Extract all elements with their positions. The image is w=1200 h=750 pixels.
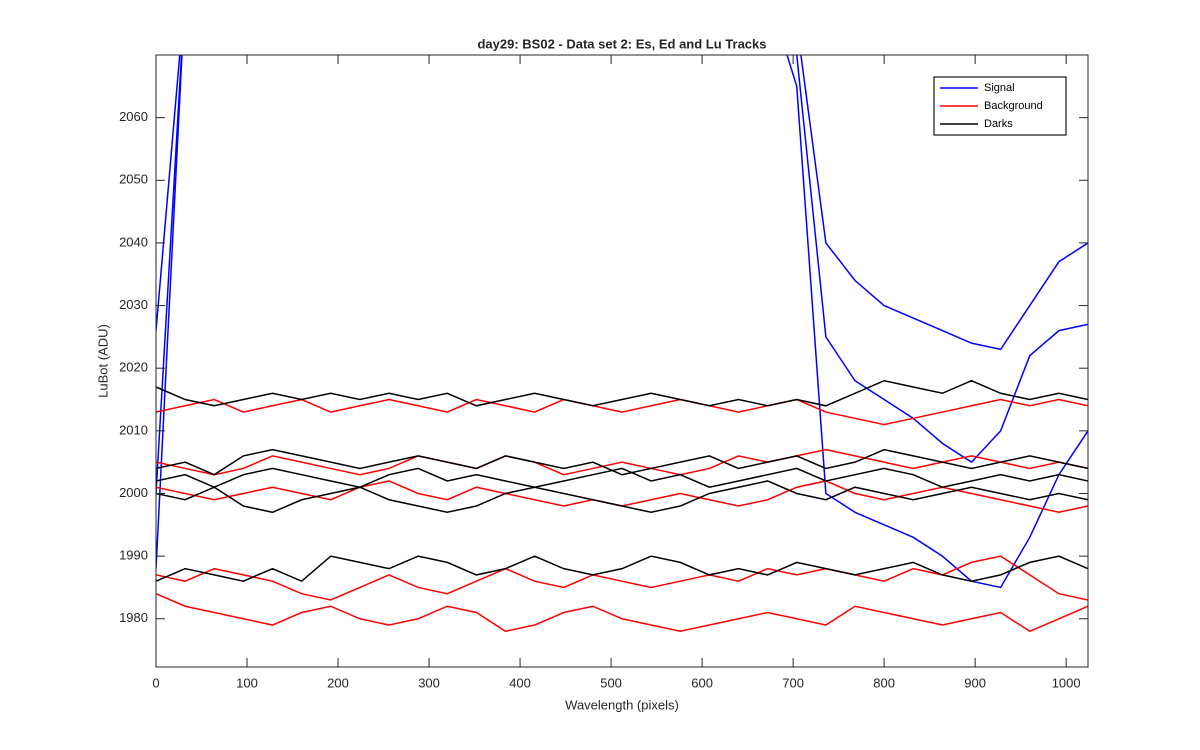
- y-tick-label: 2030: [119, 297, 148, 312]
- lines: [156, 55, 1088, 633]
- chart-title: day29: BS02 - Data set 2: Es, Ed and Lu …: [477, 36, 766, 51]
- x-tick-label: 700: [782, 675, 804, 690]
- x-tick-label: 100: [236, 675, 258, 690]
- x-tick-label: 500: [600, 675, 622, 690]
- series-line: [156, 555, 1088, 601]
- y-tick-label: 1980: [119, 610, 148, 625]
- series-line: [156, 379, 1088, 407]
- series-line: [156, 480, 1088, 514]
- y-tick-label: 2010: [119, 422, 148, 437]
- series-line: [156, 448, 1088, 476]
- x-tick-label: 800: [873, 675, 895, 690]
- axes-box: [155, 54, 1089, 668]
- x-tick-label: 1000: [1052, 675, 1081, 690]
- y-tick-label: 2000: [119, 485, 148, 500]
- x-tick-label: 400: [509, 675, 531, 690]
- y-tick-label: 1990: [119, 548, 148, 563]
- plot-area: [156, 55, 1088, 667]
- x-tick-label: 900: [964, 675, 986, 690]
- y-tick-label: 2040: [119, 234, 148, 249]
- x-tick-label: 600: [691, 675, 713, 690]
- y-tick-label: 2060: [119, 109, 148, 124]
- series-line: [156, 55, 1088, 351]
- series-line: [156, 593, 1088, 633]
- legend-label: Background: [984, 100, 1043, 112]
- legend-label: Signal: [984, 82, 1015, 94]
- series-line: [156, 448, 1088, 476]
- series-line: [156, 398, 1088, 426]
- x-axis-label: Wavelength (pixels): [565, 697, 679, 712]
- legend-label: Darks: [984, 118, 1013, 130]
- series-line: [156, 467, 1088, 489]
- x-tick-label: 300: [418, 675, 440, 690]
- series-line: [156, 555, 1088, 583]
- y-tick-label: 2020: [119, 360, 148, 375]
- series-line: [156, 55, 1088, 589]
- x-tick-label: 200: [327, 675, 349, 690]
- series-line: [156, 55, 1088, 494]
- x-tick-label: 0: [152, 675, 159, 690]
- y-axis-label: LuBot (ADU): [95, 324, 110, 398]
- y-tick-label: 2050: [119, 172, 148, 187]
